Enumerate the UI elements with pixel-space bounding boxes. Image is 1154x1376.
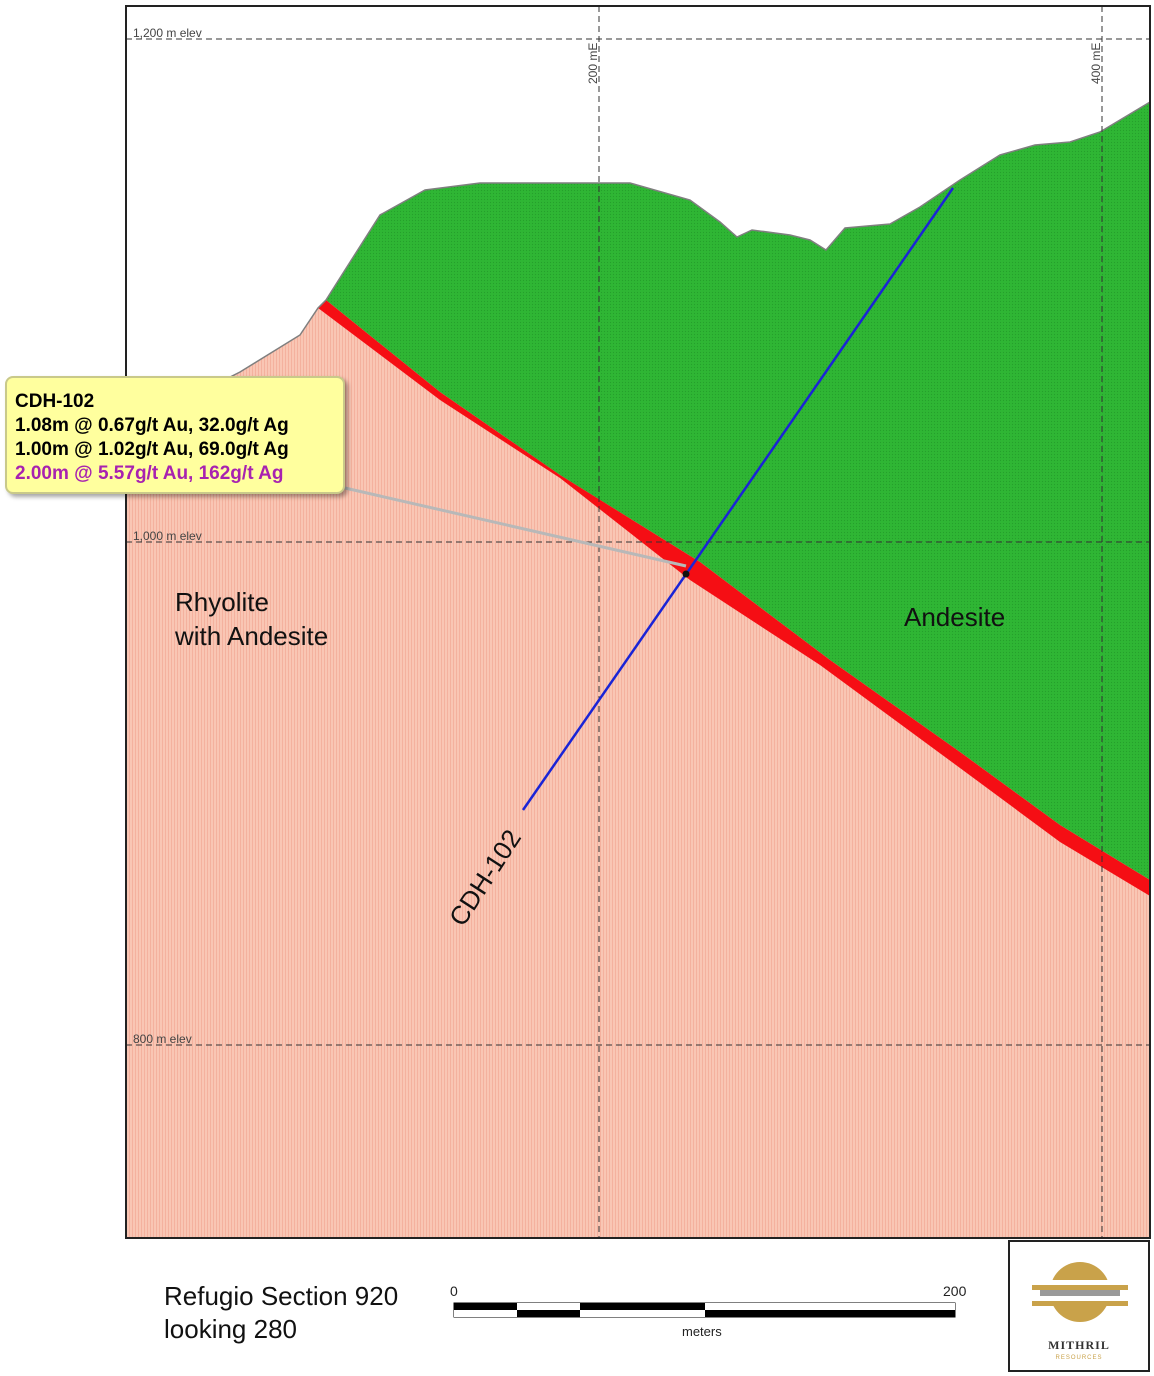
logo-name: MITHRIL (1048, 1338, 1110, 1352)
easting-label-200: 200 mE (586, 43, 600, 84)
vein-contact (318, 300, 1150, 896)
callout-intercept-1: 1.08m @ 0.67g/t Au, 32.0g/t Ag (15, 415, 289, 436)
elev-label-1000: 1,000 m elev (133, 529, 202, 543)
rhyolite-label: Rhyolite (175, 587, 269, 617)
caption-line-2: looking 280 (164, 1314, 297, 1344)
scale-start-label: 0 (450, 1283, 458, 1299)
caption-line-1: Refugio Section 920 (164, 1281, 399, 1311)
intercept-point (682, 570, 690, 578)
callout-intercept-2: 1.00m @ 1.02g/t Au, 69.0g/t Ag (15, 439, 289, 460)
scale-unit-label: meters (682, 1324, 722, 1339)
callout-intercept-3: 2.00m @ 5.57g/t Au, 162g/t Ag (15, 463, 284, 484)
elev-label-1200: 1,200 m elev (133, 26, 202, 40)
intercept-callout: CDH-102 1.08m @ 0.67g/t Au, 32.0g/t Ag 1… (5, 376, 345, 494)
topographic-surface (125, 101, 1151, 431)
logo-subtitle: RESOURCES (1055, 1355, 1103, 1361)
rhyolite-unit (126, 308, 1150, 1238)
scale-bar (453, 1302, 956, 1318)
scale-end-label: 200 (943, 1283, 967, 1299)
elev-label-800: 800 m elev (133, 1032, 192, 1046)
company-logo: MITHRIL RESOURCES (1008, 1240, 1150, 1372)
mithril-logo-icon (1032, 1262, 1128, 1322)
drill-hole-trace (521, 187, 955, 811)
easting-label-400: 400 mE (1089, 43, 1103, 84)
andesite-label: Andesite (904, 602, 1005, 632)
andesite-unit (326, 102, 1150, 880)
rhyolite-label-sub: with Andesite (174, 621, 328, 651)
callout-leader (344, 486, 687, 568)
callout-title: CDH-102 (15, 391, 95, 412)
section-caption: Refugio Section 920 looking 280 (164, 1280, 398, 1346)
